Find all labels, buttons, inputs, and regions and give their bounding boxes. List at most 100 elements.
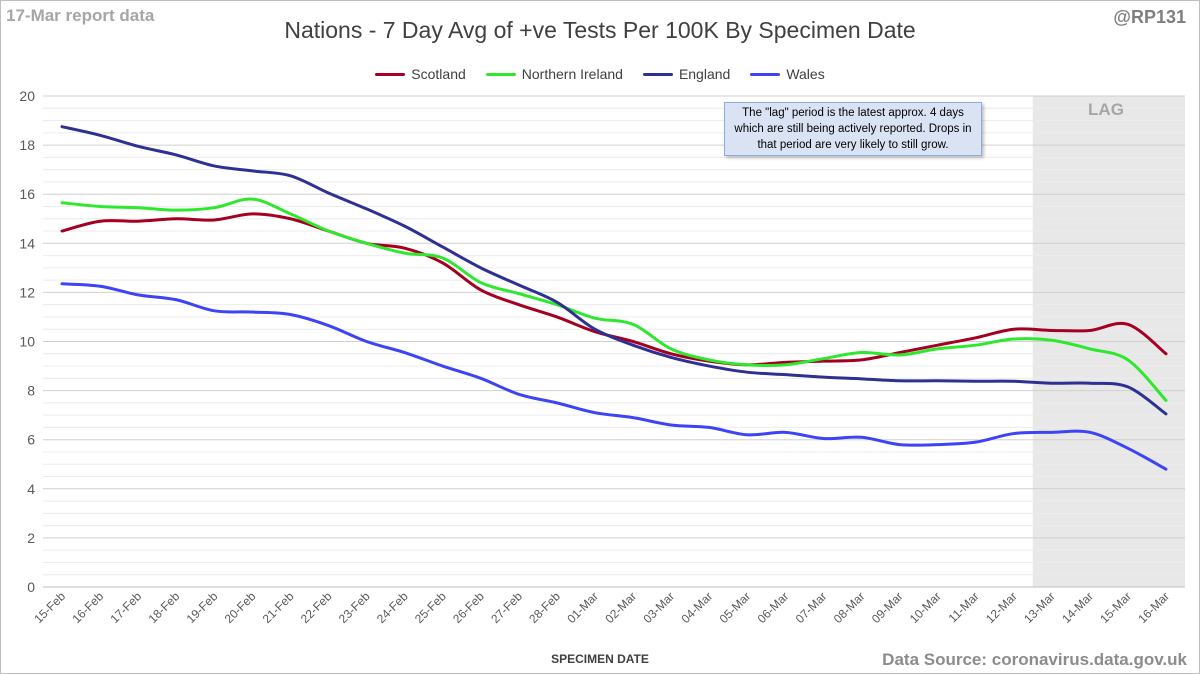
data-point-england: [1126, 385, 1129, 388]
data-point-northern-ireland: [251, 198, 254, 201]
data-point-wales: [632, 416, 635, 419]
legend-label-northern-ireland: Northern Ireland: [521, 66, 623, 82]
data-point-scotland: [670, 352, 673, 355]
series-line-wales: [60, 282, 1168, 471]
x-tick-label: 21-Feb: [260, 589, 297, 626]
y-tick-label: 4: [27, 481, 35, 497]
data-point-scotland: [936, 344, 939, 347]
data-point-england: [860, 377, 863, 380]
x-tick-label: 09-Mar: [869, 589, 906, 626]
data-point-northern-ireland: [479, 281, 482, 284]
y-tick-label: 14: [19, 235, 35, 251]
x-tick-label: 06-Mar: [755, 589, 792, 626]
data-point-wales: [479, 377, 482, 380]
data-point-wales: [898, 443, 901, 446]
data-point-northern-ireland: [517, 292, 520, 295]
x-axis-title: SPECIMEN DATE: [551, 652, 649, 666]
data-point-england: [479, 266, 482, 269]
y-tick-label: 6: [27, 432, 35, 448]
data-point-scotland: [137, 220, 140, 223]
x-tick-label: 05-Mar: [717, 589, 754, 626]
data-point-wales: [327, 324, 330, 327]
data-point-northern-ireland: [403, 252, 406, 255]
data-source: Data Source: coronavirus.data.gov.uk: [882, 650, 1187, 669]
x-tick-label: 18-Feb: [146, 589, 183, 626]
data-point-england: [289, 174, 292, 177]
legend-swatch-wales: [750, 72, 781, 76]
data-point-northern-ireland: [822, 357, 825, 360]
data-point-northern-ireland: [898, 354, 901, 357]
x-tick-label: 14-Mar: [1059, 589, 1096, 626]
data-point-northern-ireland: [213, 206, 216, 209]
x-tick-label: 03-Mar: [640, 589, 677, 626]
data-point-england: [1012, 380, 1015, 383]
y-tick-label: 12: [19, 284, 35, 300]
x-tick-label: 13-Mar: [1021, 589, 1058, 626]
data-point-scotland: [403, 247, 406, 250]
y-tick-label: 10: [19, 334, 35, 350]
data-point-northern-ireland: [860, 351, 863, 354]
data-point-wales: [1164, 468, 1167, 471]
x-tick-label: 26-Feb: [450, 589, 487, 626]
data-point-scotland: [1012, 328, 1015, 331]
data-point-northern-ireland: [289, 212, 292, 215]
data-point-scotland: [479, 288, 482, 291]
data-point-england: [670, 356, 673, 359]
data-point-england: [898, 379, 901, 382]
x-tick-label: 07-Mar: [793, 589, 830, 626]
x-tick-label: 25-Feb: [412, 589, 449, 626]
data-point-wales: [974, 441, 977, 444]
x-tick-label: 22-Feb: [298, 589, 335, 626]
data-point-scotland: [1126, 323, 1129, 326]
legend-item-northern-ireland[interactable]: Northern Ireland: [485, 66, 623, 82]
data-point-wales: [746, 433, 749, 436]
data-point-wales: [251, 311, 254, 314]
data-point-england: [251, 169, 254, 172]
data-point-wales: [1012, 432, 1015, 435]
x-tick-label: 23-Feb: [336, 589, 373, 626]
data-point-scotland: [860, 358, 863, 361]
series-line-northern-ireland: [60, 197, 1168, 402]
data-point-england: [1164, 412, 1167, 415]
data-point-scotland: [974, 336, 977, 339]
data-point-wales: [213, 309, 216, 312]
author-handle: @RP131: [1113, 7, 1186, 27]
y-tick-label: 16: [19, 186, 35, 202]
data-point-wales: [860, 436, 863, 439]
x-tick-label: 19-Feb: [184, 589, 221, 626]
data-point-england: [1088, 382, 1091, 385]
x-tick-label: 04-Mar: [679, 589, 716, 626]
data-point-england: [327, 191, 330, 194]
legend-item-england[interactable]: England: [642, 66, 730, 82]
data-point-northern-ireland: [632, 323, 635, 326]
legend-item-scotland[interactable]: Scotland: [375, 66, 466, 82]
series-line-england: [60, 125, 1168, 416]
data-point-england: [936, 379, 939, 382]
data-point-england: [61, 125, 64, 128]
lag-annotation: The "lag" period is the latest approx. 4…: [724, 102, 982, 156]
data-point-england: [1050, 382, 1053, 385]
x-tick-label: 28-Feb: [526, 589, 563, 626]
data-point-england: [746, 371, 749, 374]
data-point-wales: [555, 401, 558, 404]
data-point-northern-ireland: [708, 358, 711, 361]
data-point-england: [175, 153, 178, 156]
x-tick-label: 27-Feb: [488, 589, 525, 626]
data-point-scotland: [61, 230, 64, 233]
legend-item-wales[interactable]: Wales: [750, 66, 825, 82]
data-point-scotland: [175, 217, 178, 220]
data-point-wales: [289, 313, 292, 316]
data-point-northern-ireland: [99, 205, 102, 208]
legend-swatch-england: [642, 72, 673, 76]
data-point-wales: [403, 351, 406, 354]
data-point-wales: [365, 340, 368, 343]
data-point-wales: [670, 423, 673, 426]
lag-label: LAG: [1088, 100, 1124, 119]
data-point-scotland: [289, 217, 292, 220]
x-tick-label: 16-Mar: [1135, 589, 1172, 626]
data-point-wales: [517, 393, 520, 396]
data-point-england: [708, 365, 711, 368]
data-point-scotland: [251, 212, 254, 215]
data-point-wales: [1050, 431, 1053, 434]
data-point-northern-ireland: [137, 206, 140, 209]
